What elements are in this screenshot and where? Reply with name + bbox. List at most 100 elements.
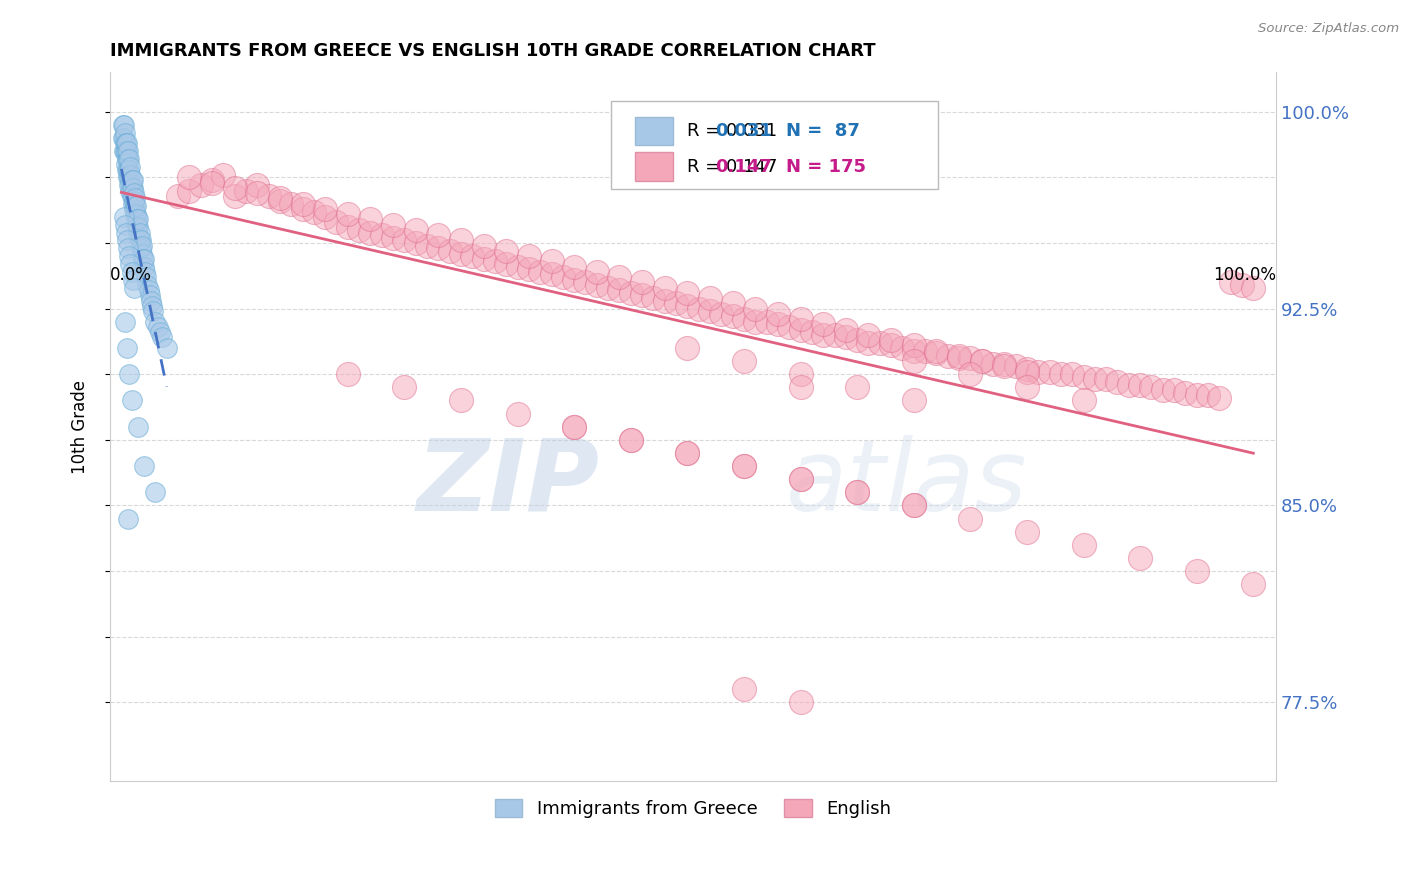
Point: [450, 393, 472, 408]
Point: [115, 144, 138, 158]
Point: [115, 233, 138, 247]
Point: [936, 349, 959, 363]
Point: [427, 241, 450, 255]
Point: [122, 202, 145, 216]
Point: [903, 499, 925, 513]
Point: [336, 220, 359, 235]
Point: [858, 335, 880, 350]
Point: [120, 168, 142, 182]
Point: [1095, 372, 1118, 386]
Point: [1015, 362, 1038, 376]
Point: [394, 233, 416, 247]
Point: [1219, 276, 1241, 290]
Point: [903, 354, 925, 368]
FancyBboxPatch shape: [612, 101, 938, 189]
Point: [903, 393, 925, 408]
Point: [846, 485, 869, 500]
Text: 0.031: 0.031: [716, 122, 772, 140]
Point: [733, 459, 755, 474]
Point: [115, 136, 138, 151]
Point: [314, 210, 336, 224]
Point: [129, 233, 152, 247]
Point: [665, 296, 688, 310]
Point: [620, 433, 643, 447]
Point: [117, 144, 139, 158]
Point: [336, 368, 359, 382]
Point: [115, 136, 138, 151]
Point: [551, 270, 574, 285]
Point: [903, 499, 925, 513]
Point: [1015, 365, 1038, 379]
Point: [540, 254, 562, 268]
Point: [609, 270, 631, 285]
Point: [118, 152, 141, 166]
Point: [132, 260, 155, 274]
Point: [138, 288, 160, 302]
Point: [117, 511, 139, 525]
Point: [325, 215, 347, 229]
Point: [121, 265, 143, 279]
Point: [115, 152, 138, 166]
Point: [124, 207, 146, 221]
Point: [269, 194, 291, 208]
Point: [427, 228, 450, 243]
Point: [484, 254, 506, 268]
Point: [1084, 372, 1107, 386]
Point: [347, 223, 370, 237]
Point: [114, 315, 136, 329]
Point: [970, 354, 993, 368]
Point: [789, 695, 811, 709]
Point: [654, 280, 676, 294]
Point: [118, 249, 141, 263]
Point: [789, 368, 811, 382]
Point: [1062, 368, 1084, 382]
Point: [132, 252, 155, 266]
Point: [914, 343, 936, 358]
Point: [631, 276, 654, 290]
Point: [122, 194, 145, 208]
Point: [766, 307, 789, 321]
Point: [114, 136, 136, 151]
Point: [1230, 278, 1253, 293]
Point: [115, 226, 138, 240]
Point: [138, 283, 160, 297]
Point: [699, 304, 721, 318]
Point: [135, 270, 157, 285]
Point: [111, 118, 134, 132]
Point: [280, 196, 302, 211]
Point: [789, 312, 811, 326]
Point: [1241, 280, 1264, 294]
Point: [127, 212, 149, 227]
Point: [114, 144, 136, 158]
Point: [495, 257, 517, 271]
Point: [688, 301, 710, 316]
Point: [1129, 377, 1152, 392]
Point: [201, 173, 224, 187]
Point: [439, 244, 461, 258]
Point: [1038, 365, 1060, 379]
Point: [394, 380, 416, 394]
Point: [405, 235, 427, 250]
Point: [540, 268, 562, 282]
Point: [302, 204, 325, 219]
Point: [235, 184, 257, 198]
Point: [112, 118, 135, 132]
Point: [891, 341, 914, 355]
Point: [733, 682, 755, 697]
Point: [1197, 388, 1219, 402]
Point: [835, 323, 858, 337]
Point: [858, 327, 880, 342]
Point: [654, 293, 676, 308]
Point: [121, 181, 143, 195]
Point: [562, 419, 585, 434]
Point: [127, 220, 149, 235]
Point: [143, 485, 166, 500]
Point: [150, 330, 173, 344]
Y-axis label: 10th Grade: 10th Grade: [72, 380, 89, 474]
Text: ZIP: ZIP: [416, 435, 600, 532]
Point: [517, 249, 540, 263]
Point: [1073, 369, 1095, 384]
Point: [125, 207, 148, 221]
Point: [461, 249, 484, 263]
Point: [529, 265, 551, 279]
